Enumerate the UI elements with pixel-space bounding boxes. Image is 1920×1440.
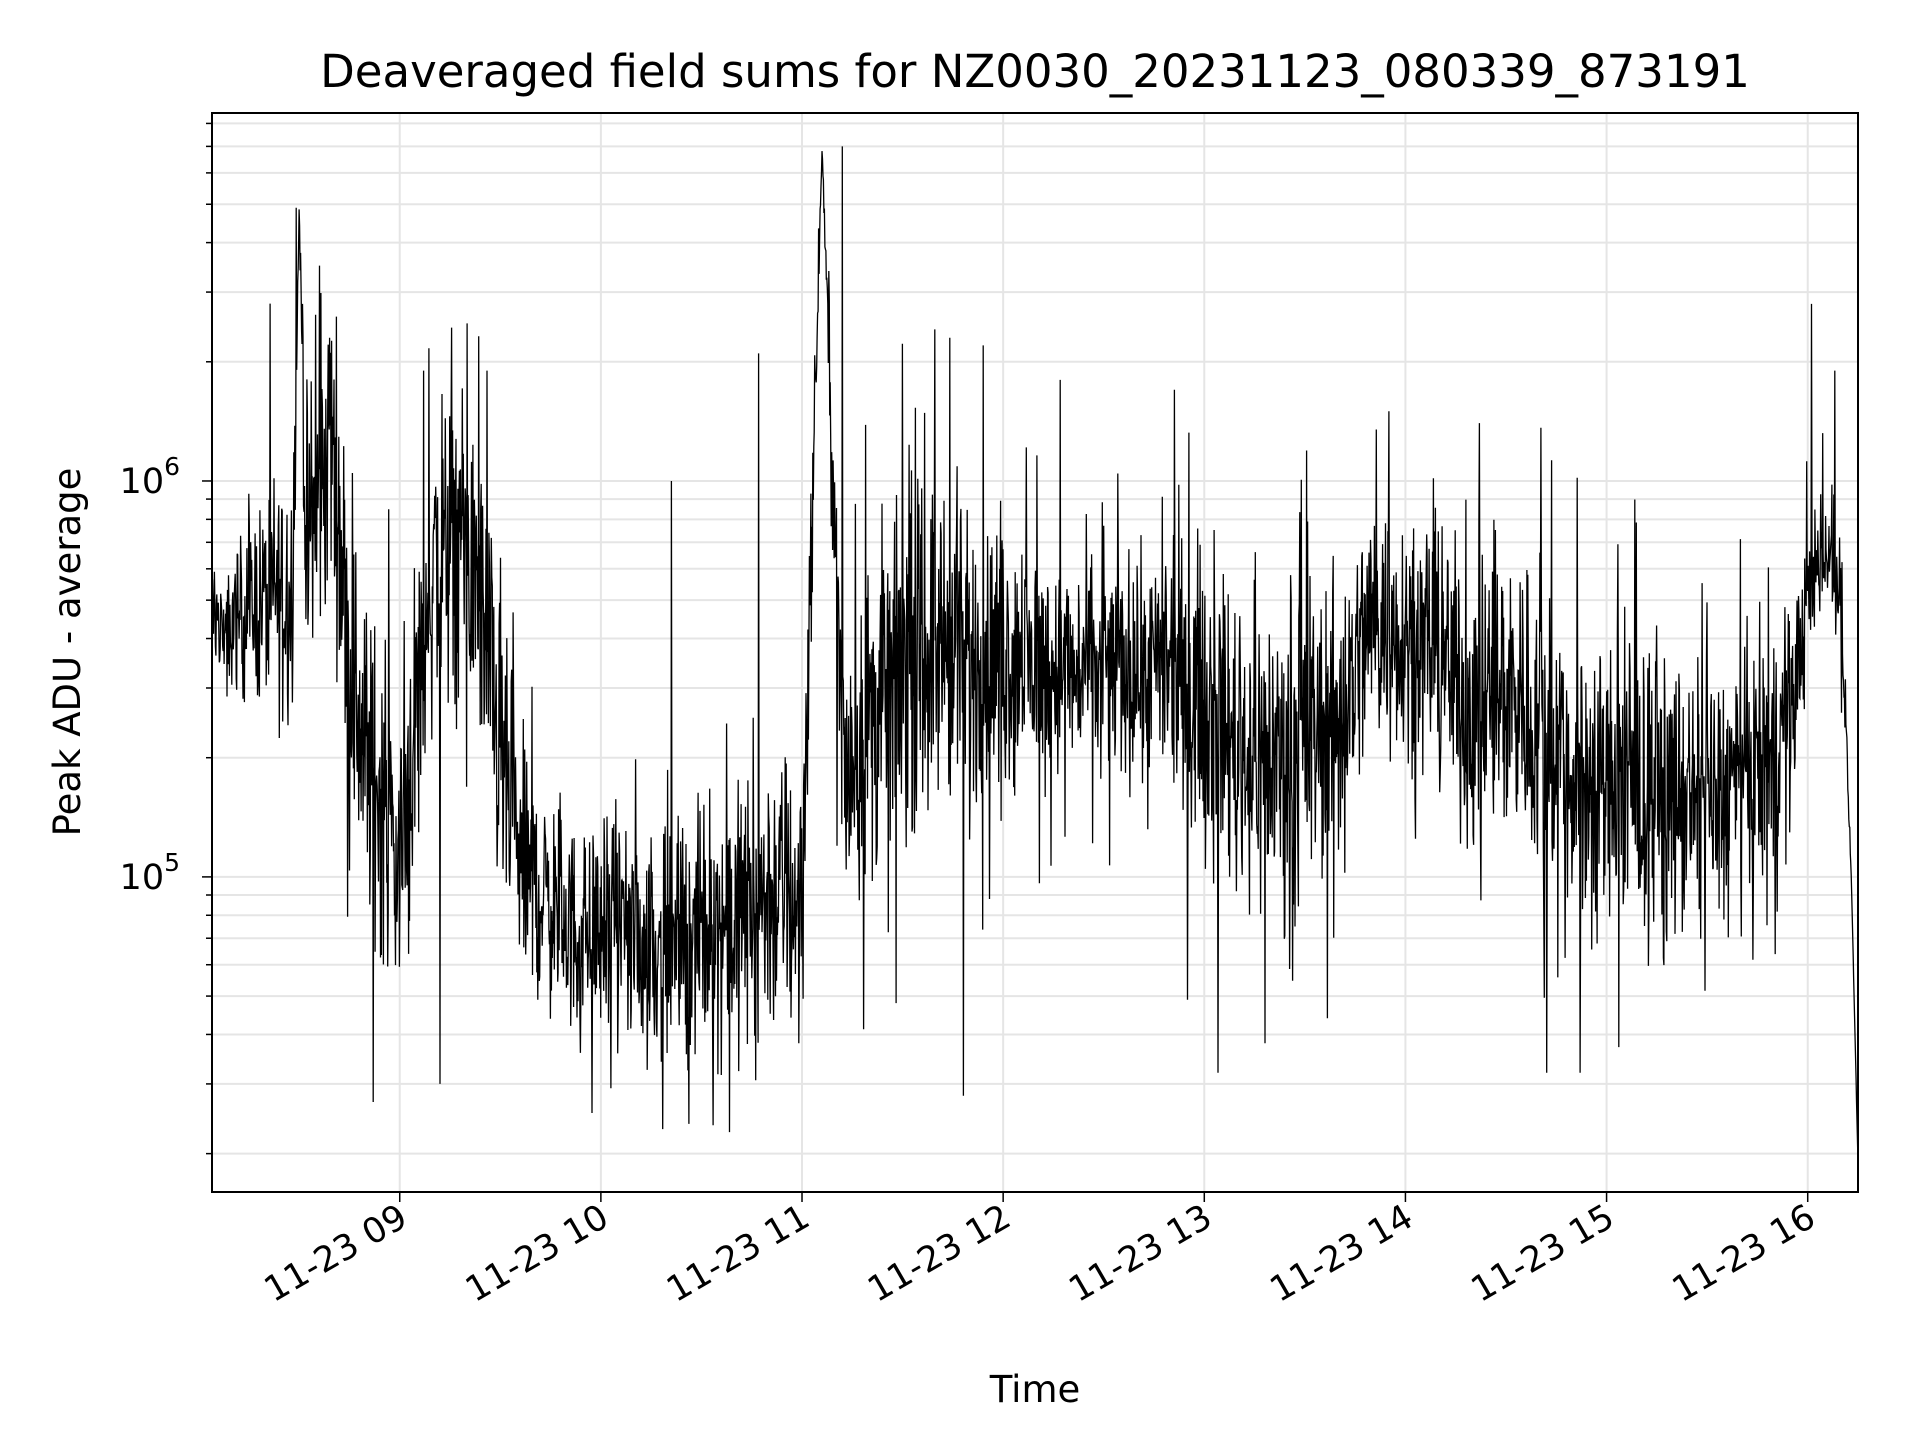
- y-tick-exponent: 5: [164, 848, 180, 877]
- y-tick-exponent: 6: [164, 452, 180, 481]
- y-tick-label: 105: [120, 848, 180, 898]
- chart-title: Deaveraged field sums for NZ0030_2023112…: [320, 45, 1750, 98]
- y-tick-label: 106: [120, 452, 180, 502]
- y-tick-base: 10: [120, 858, 165, 898]
- series-line: [211, 146, 1859, 1163]
- y-axis-label: Peak ADU - average: [46, 468, 89, 837]
- x-axis-label: Time: [989, 1368, 1081, 1411]
- y-tick-base: 10: [120, 462, 165, 502]
- series-polyline: [211, 146, 1859, 1163]
- plot-frame: [211, 112, 1859, 1193]
